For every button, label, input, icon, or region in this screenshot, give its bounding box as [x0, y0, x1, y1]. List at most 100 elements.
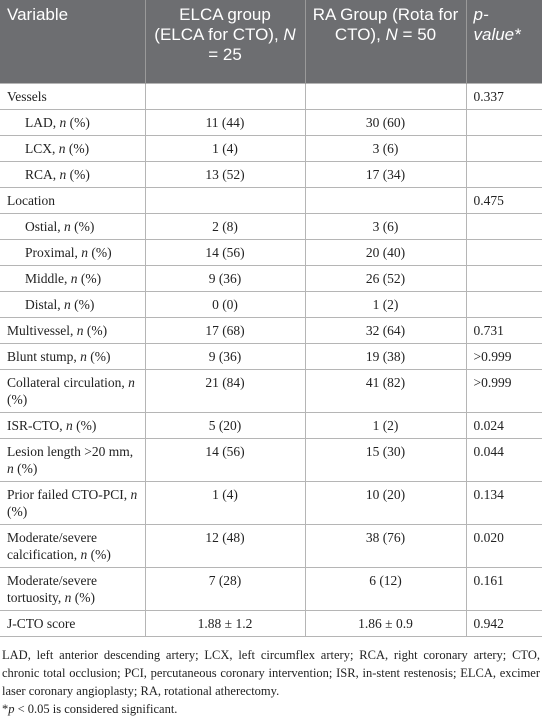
row-label: Prior failed CTO-PCI, n (%) — [0, 481, 146, 525]
cell: 30 (60) — [304, 109, 467, 136]
cell: 0 (0) — [144, 291, 306, 318]
cell: 17 (34) — [304, 161, 467, 188]
cell: 2 (8) — [144, 213, 306, 240]
cell: 1 (4) — [144, 481, 306, 525]
row-label: Blunt stump, n (%) — [0, 343, 146, 370]
cell: 20 (40) — [304, 239, 467, 266]
cell — [304, 83, 467, 110]
header-cell: p-value* — [465, 0, 542, 84]
p-value: 0.475 — [465, 187, 542, 214]
p-value: >0.999 — [465, 343, 542, 370]
cell: 3 (6) — [304, 213, 467, 240]
p-value: 0.020 — [465, 524, 542, 568]
cell — [304, 187, 467, 214]
cell: 21 (84) — [144, 369, 306, 413]
row-label: Moderate/severe calcification, n (%) — [0, 524, 146, 568]
cell: 32 (64) — [304, 317, 467, 344]
cell: 13 (52) — [144, 161, 306, 188]
cell: 7 (28) — [144, 567, 306, 611]
table-subrow: Ostial, n (%) 2 (8) 3 (6) — [0, 213, 542, 240]
cell — [465, 239, 542, 266]
row-label: Vessels — [0, 83, 146, 110]
row-label: ISR-CTO, n (%) — [0, 412, 146, 439]
table-body: Vessels 0.337 LAD, n (%) 11 (44) 30 (60) LCX,… — [0, 83, 542, 637]
row-label: Collateral circulation, n (%) — [0, 369, 146, 413]
p-value: 0.731 — [465, 317, 542, 344]
row-label: J-CTO score — [0, 610, 146, 637]
table-subrow: LAD, n (%) 11 (44) 30 (60) — [0, 109, 542, 136]
table-row: Multivessel, n (%) 17 (68) 32 (64) 0.731 — [0, 317, 542, 344]
table-row: J-CTO score 1.88 ± 1.2 1.86 ± 0.9 0.942 — [0, 610, 542, 637]
row-label: Middle, n (%) — [0, 265, 146, 292]
table-subrow: Middle, n (%) 9 (36) 26 (52) — [0, 265, 542, 292]
cell: 15 (30) — [304, 438, 467, 482]
p-value: 0.942 — [465, 610, 542, 637]
row-label: LCX, n (%) — [0, 135, 146, 162]
cell — [465, 265, 542, 292]
cell: 5 (20) — [144, 412, 306, 439]
table-row: Vessels 0.337 — [0, 83, 542, 110]
cell — [465, 213, 542, 240]
p-value: >0.999 — [465, 369, 542, 413]
row-label: Lesion length >20 mm, n (%) — [0, 438, 146, 482]
p-value: 0.024 — [465, 412, 542, 439]
cell — [465, 109, 542, 136]
cell — [465, 291, 542, 318]
p-value: 0.134 — [465, 481, 542, 525]
row-label: Distal, n (%) — [0, 291, 146, 318]
cell: 19 (38) — [304, 343, 467, 370]
cell: 1.88 ± 1.2 — [144, 610, 306, 637]
table-row: Collateral circulation, n (%) 21 (84) 41 (… — [0, 369, 542, 413]
header-cell: RA Group (Rota for CTO), N = 50 — [304, 0, 466, 84]
cell: 10 (20) — [304, 481, 467, 525]
table-row: Lesion length >20 mm, n (%) 14 (56) 15 (30… — [0, 438, 542, 482]
footnotes: LAD, left anterior descending artery; LC… — [0, 637, 542, 718]
p-value: 0.044 — [465, 438, 542, 482]
cell: 1.86 ± 0.9 — [304, 610, 467, 637]
table-row: ISR-CTO, n (%) 5 (20) 1 (2) 0.024 — [0, 412, 542, 439]
cell: 1 (2) — [304, 412, 467, 439]
footnote: *p < 0.05 is considered significant. — [2, 702, 178, 716]
table-row: Blunt stump, n (%) 9 (36) 19 (38) >0.999 — [0, 343, 542, 370]
cell: 9 (36) — [144, 265, 306, 292]
cell: 9 (36) — [144, 343, 306, 370]
cell: 41 (82) — [304, 369, 467, 413]
cell: 26 (52) — [304, 265, 467, 292]
table-row: Moderate/severe calcification, n (%) 12 (… — [0, 524, 542, 568]
row-label: LAD, n (%) — [0, 109, 146, 136]
p-value: 0.161 — [465, 567, 542, 611]
cell: 38 (76) — [304, 524, 467, 568]
cell: 14 (56) — [144, 239, 306, 266]
cell — [144, 187, 306, 214]
cell: 1 (4) — [144, 135, 306, 162]
cell: 17 (68) — [144, 317, 306, 344]
header-cell: Variable — [0, 0, 145, 84]
row-label: Ostial, n (%) — [0, 213, 146, 240]
data-table: Variable ELCA group (ELCA for CTO), N = … — [0, 0, 542, 637]
row-label: RCA, n (%) — [0, 161, 146, 188]
row-label: Multivessel, n (%) — [0, 317, 146, 344]
row-label: Moderate/severe tortuosity, n (%) — [0, 567, 146, 611]
p-value: 0.337 — [465, 83, 542, 110]
table-row: Moderate/severe tortuosity, n (%) 7 (28) 6… — [0, 567, 542, 611]
cell: 1 (2) — [304, 291, 467, 318]
cell: 6 (12) — [304, 567, 467, 611]
table-row: Prior failed CTO-PCI, n (%) 1 (4) 10 (20) 0… — [0, 481, 542, 525]
cell: 3 (6) — [304, 135, 467, 162]
row-label: Location — [0, 187, 146, 214]
footnote: LAD, left anterior descending artery; LC… — [2, 648, 540, 698]
cell: 12 (48) — [144, 524, 306, 568]
cell: 14 (56) — [144, 438, 306, 482]
header-cell: ELCA group (ELCA for CTO), N = 25 — [144, 0, 305, 84]
cell: 11 (44) — [144, 109, 306, 136]
cell — [144, 83, 306, 110]
cell — [465, 135, 542, 162]
table-subrow: Distal, n (%) 0 (0) 1 (2) — [0, 291, 542, 318]
table-subrow: RCA, n (%) 13 (52) 17 (34) — [0, 161, 542, 188]
row-label: Proximal, n (%) — [0, 239, 146, 266]
cell — [465, 161, 542, 188]
table-row: Location 0.475 — [0, 187, 542, 214]
table-subrow: LCX, n (%) 1 (4) 3 (6) — [0, 135, 542, 162]
header-row: Variable ELCA group (ELCA for CTO), N = … — [0, 0, 542, 84]
